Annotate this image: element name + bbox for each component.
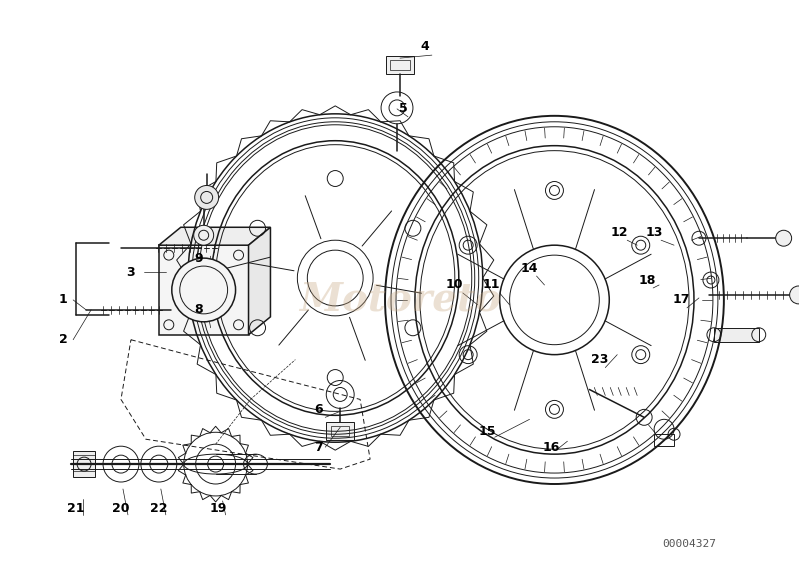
Text: 20: 20 [112,502,130,515]
Text: 22: 22 [150,502,167,515]
Polygon shape [249,227,270,334]
Text: 21: 21 [67,502,85,515]
Text: 13: 13 [646,226,663,239]
Text: 14: 14 [521,262,538,275]
Bar [390,60,410,70]
Text: 4: 4 [421,40,430,53]
Polygon shape [159,227,270,245]
Text: 6: 6 [314,403,322,416]
Bar [386,56,414,74]
Text: 17: 17 [672,293,690,306]
Circle shape [172,258,235,322]
Circle shape [776,231,792,246]
Text: 23: 23 [590,353,608,366]
Text: 10: 10 [446,279,463,292]
Text: 12: 12 [610,226,628,239]
Text: 8: 8 [194,303,203,316]
Circle shape [790,286,800,304]
Text: Motoreto: Motoreto [299,281,501,319]
Bar [73,451,95,477]
Circle shape [194,185,218,210]
Text: 9: 9 [194,251,203,264]
Bar [159,245,249,334]
Text: 7: 7 [314,441,322,454]
Text: 18: 18 [638,273,656,286]
Text: 3: 3 [126,266,135,279]
Bar [326,422,354,440]
Bar [654,434,674,446]
Circle shape [194,225,214,245]
Text: 2: 2 [58,333,67,346]
Text: 15: 15 [479,425,497,438]
Text: 1: 1 [58,293,67,306]
Text: 5: 5 [398,102,407,115]
Text: 19: 19 [210,502,227,515]
Bar [331,426,349,436]
Text: 00004327: 00004327 [662,538,716,549]
Bar [714,328,758,342]
Text: 11: 11 [483,279,501,292]
Text: 16: 16 [542,441,560,454]
